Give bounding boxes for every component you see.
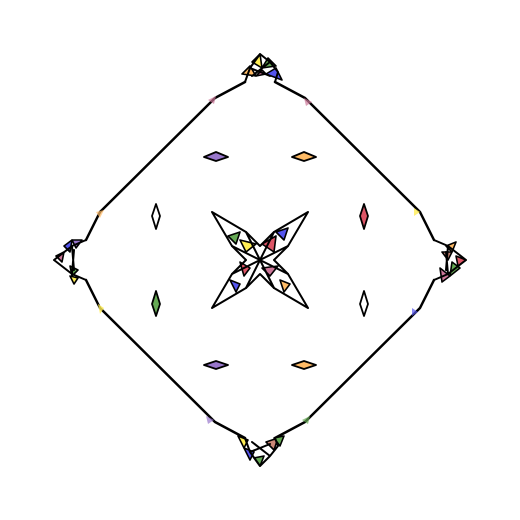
star-outline [211,211,309,309]
fleck-top-left [208,96,216,104]
outer-curve-bottom-left [84,278,247,440]
leaf-bottom-left [203,360,229,370]
star-facet-blue-tr [275,227,289,241]
knot-left-outline [53,239,87,281]
knot-top-facet-yellow [251,53,263,69]
knot-top-facet-blue [265,67,283,81]
leaf-left-upper [151,203,161,230]
leaf-left-lower [151,290,161,317]
knot-top-outline [244,53,279,83]
fleck-top-right [304,98,312,106]
outer-curve-flecks [96,96,420,424]
star-facet-orange-br [279,279,291,293]
knot-left [53,239,87,285]
fleck-bottom-left [206,416,214,424]
outer-curve-bottom-right [273,278,436,440]
knot-left-facet-yellow [69,275,79,285]
fleck-right-lower [412,308,418,316]
leaves [151,151,369,370]
outer-curve-top-left [84,80,247,242]
leaf-top-right [291,151,317,162]
fleck-bottom-right [302,416,310,424]
knot-right-outline [433,239,467,281]
knot-bottom-outline [244,437,279,467]
star-facet-blue-bl [229,279,241,293]
star-facet-green-tl [227,231,241,245]
leaf-bottom-right [291,360,317,370]
fleck-left-upper [96,210,104,218]
knot-top [241,53,283,83]
outer-curve-top-right [273,80,436,242]
leaf-right-lower [359,290,369,317]
outer-knots [53,53,467,467]
fleck-left-lower [98,304,104,314]
center-star [211,211,309,309]
star-inner-lines [231,231,289,289]
leaf-top-left [203,151,229,162]
knot-right [433,239,467,283]
knot-right-facet-orange [445,241,457,253]
knot-bottom-facet-pink [265,437,279,451]
leaf-right-upper [359,203,369,230]
outer-curve [84,80,436,440]
fleck-right-upper [414,208,420,216]
knot-bottom [237,435,285,467]
